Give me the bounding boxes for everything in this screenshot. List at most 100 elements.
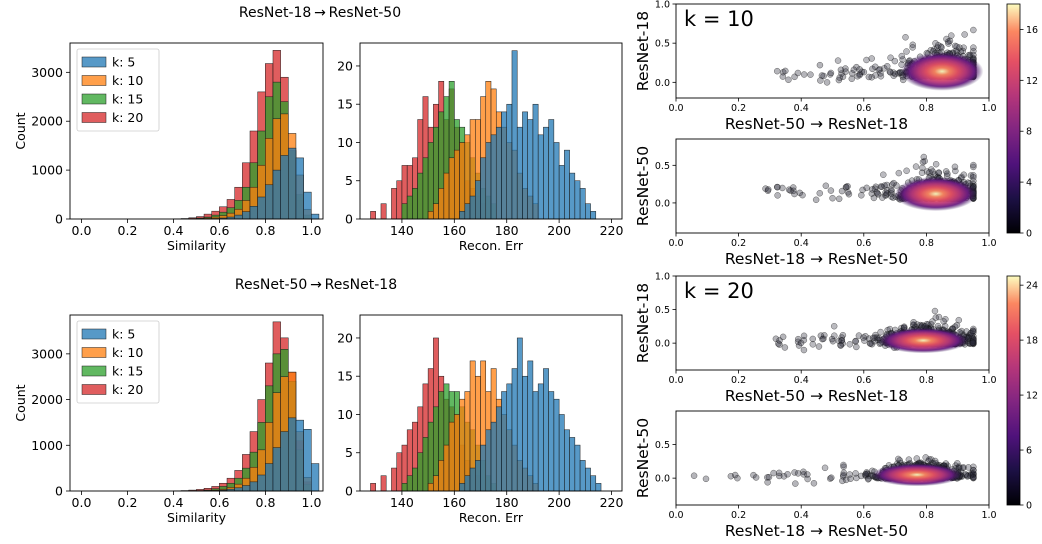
scatter-points bbox=[774, 26, 984, 91]
hist-bar bbox=[433, 475, 439, 492]
scatter-point bbox=[848, 70, 856, 77]
scatter-point bbox=[846, 341, 853, 348]
scatter-points bbox=[690, 454, 977, 487]
hist-bar bbox=[272, 447, 281, 492]
hist-bar bbox=[370, 483, 376, 492]
colorbar-gradient bbox=[1006, 3, 1021, 234]
scatter-point bbox=[921, 157, 928, 165]
scatter-point bbox=[844, 183, 851, 190]
hist-bar bbox=[265, 463, 274, 492]
x-tick-label: 0.8 bbox=[919, 375, 934, 386]
x-tick-label: 160 bbox=[442, 223, 466, 238]
colorbar-tick-label: 4 bbox=[1026, 178, 1032, 189]
legend-label: k: 10 bbox=[112, 345, 143, 360]
hist-bar bbox=[257, 196, 266, 220]
scatter-points bbox=[772, 307, 977, 354]
scatter-point bbox=[865, 73, 872, 81]
hist-bar bbox=[543, 368, 549, 492]
y-axis-label: ResNet-18 bbox=[634, 11, 652, 91]
scatter-point bbox=[903, 48, 910, 55]
y-tick-label: 10 bbox=[337, 407, 353, 422]
scatter-point bbox=[762, 185, 769, 192]
hist-bar bbox=[464, 475, 471, 492]
scatter-point bbox=[877, 70, 884, 77]
hist-bar bbox=[280, 155, 289, 220]
scatter-point bbox=[960, 171, 967, 178]
hist-bar bbox=[249, 481, 258, 492]
scatter-point bbox=[807, 71, 814, 78]
scatter-point bbox=[829, 195, 836, 202]
scatter-point bbox=[796, 189, 803, 197]
x-tick-label: 1.0 bbox=[981, 510, 996, 521]
scatter-point bbox=[918, 169, 926, 176]
hist-bar bbox=[506, 383, 513, 492]
panel-annotation: k = 20 bbox=[684, 279, 754, 303]
hist-bar bbox=[391, 188, 397, 220]
legend-swatch bbox=[81, 75, 107, 86]
x-axis-label: Recon. Err bbox=[459, 510, 524, 525]
hist-bar bbox=[443, 444, 450, 492]
x-tick-label: 0.2 bbox=[731, 103, 746, 114]
hist-bar bbox=[532, 391, 539, 492]
scatter-point bbox=[970, 474, 977, 481]
y-tick-label: 0.5 bbox=[655, 305, 670, 316]
scatter-point bbox=[853, 343, 860, 351]
hist-bar bbox=[558, 414, 565, 492]
scatter-point bbox=[968, 329, 975, 336]
y-tick-label: 5 bbox=[345, 445, 353, 460]
scatter-point bbox=[829, 338, 837, 345]
scatter-point bbox=[779, 184, 786, 192]
scatter-point bbox=[954, 460, 961, 467]
scatter-point bbox=[775, 469, 783, 477]
scatter-point bbox=[892, 70, 899, 78]
scatter-point bbox=[880, 171, 887, 178]
hist-bar bbox=[469, 467, 476, 492]
x-tick-label: 220 bbox=[600, 495, 624, 510]
y-tick-label: 0.5 bbox=[655, 161, 670, 172]
hist-bar bbox=[249, 206, 258, 220]
scatter-point bbox=[827, 69, 835, 77]
scatter-point bbox=[919, 164, 926, 172]
scatter-k10-resnet18: 0.0 0.2 0.4 0.6 0.8 1.0 0.0 0.5 1.0 ResNet-50 → R… bbox=[634, 0, 997, 133]
hist-bar bbox=[311, 463, 320, 492]
scatter-point bbox=[959, 464, 966, 472]
hist-bar bbox=[303, 429, 312, 492]
hist-bar bbox=[459, 211, 466, 220]
x-tick-label: 0.2 bbox=[118, 223, 138, 238]
hist-bar bbox=[480, 157, 487, 220]
scatter-point bbox=[835, 76, 843, 84]
x-tick-label: 0.8 bbox=[919, 510, 934, 521]
scatter-point bbox=[702, 475, 710, 483]
x-tick-label: 0.4 bbox=[794, 238, 809, 249]
scatter-point bbox=[750, 471, 757, 479]
hist-bar bbox=[234, 214, 243, 220]
scatter-point bbox=[886, 68, 894, 75]
x-tick-label: 1.0 bbox=[981, 238, 996, 249]
hist-bar bbox=[475, 460, 481, 492]
hist-bar bbox=[548, 119, 555, 220]
scatter-point bbox=[865, 335, 873, 342]
x-axis-label: Recon. Err bbox=[459, 238, 524, 253]
scatter-point bbox=[794, 69, 802, 77]
x-tick-label: 0.6 bbox=[856, 510, 871, 521]
hist-bar bbox=[495, 126, 502, 220]
hist-bar bbox=[511, 368, 518, 492]
legend-label: k: 5 bbox=[112, 327, 135, 342]
scatter-point bbox=[690, 472, 698, 479]
scatter-point bbox=[909, 41, 916, 48]
hist-bar bbox=[438, 460, 445, 492]
hist-bar bbox=[454, 149, 460, 220]
scatter-point bbox=[970, 172, 977, 179]
y-tick-label: 15 bbox=[337, 97, 353, 112]
hist-bar bbox=[564, 429, 570, 492]
scatter-point bbox=[970, 161, 977, 169]
scatter-point bbox=[858, 192, 865, 199]
x-tick-label: 0.6 bbox=[210, 495, 230, 510]
x-tick-label: 180 bbox=[495, 495, 519, 510]
y-tick-label: 15 bbox=[337, 369, 353, 384]
legend-label: k: 10 bbox=[112, 73, 143, 88]
colorbar-tick-label: 18 bbox=[1026, 336, 1038, 347]
scatter-point bbox=[876, 66, 883, 73]
colorbar-k20: 0 6 12 18 24 bbox=[1006, 275, 1038, 512]
panel-annotation: k = 10 bbox=[684, 7, 754, 31]
